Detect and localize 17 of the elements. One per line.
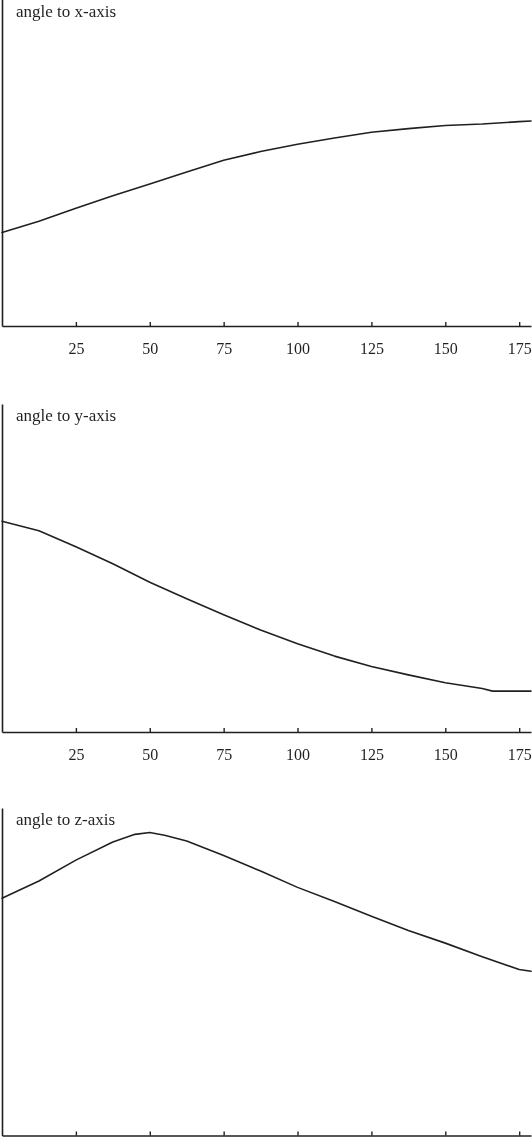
x-tick-label: 100 bbox=[286, 340, 311, 358]
x-tick-label: 150 bbox=[433, 340, 458, 358]
x-tick-label: 175 bbox=[507, 746, 532, 764]
x-tick-label: 75 bbox=[216, 746, 233, 764]
x-tick-label: 25 bbox=[68, 746, 85, 764]
x-tick-label: 50 bbox=[142, 340, 159, 358]
x-tick-label: 75 bbox=[216, 340, 233, 358]
x-tick-label: 25 bbox=[68, 340, 85, 358]
y-axis-title: angle to y-axis bbox=[16, 406, 117, 425]
x-tick-label: 175 bbox=[507, 340, 532, 358]
x-tick-label: 50 bbox=[142, 746, 159, 764]
x-tick-label: 150 bbox=[433, 746, 458, 764]
y-axis-title: angle to z-axis bbox=[16, 810, 116, 829]
y-axis-title: angle to x-axis bbox=[16, 2, 117, 21]
x-tick-label: 125 bbox=[359, 746, 384, 764]
x-tick-label: 100 bbox=[286, 746, 311, 764]
x-tick-label: 125 bbox=[359, 340, 384, 358]
